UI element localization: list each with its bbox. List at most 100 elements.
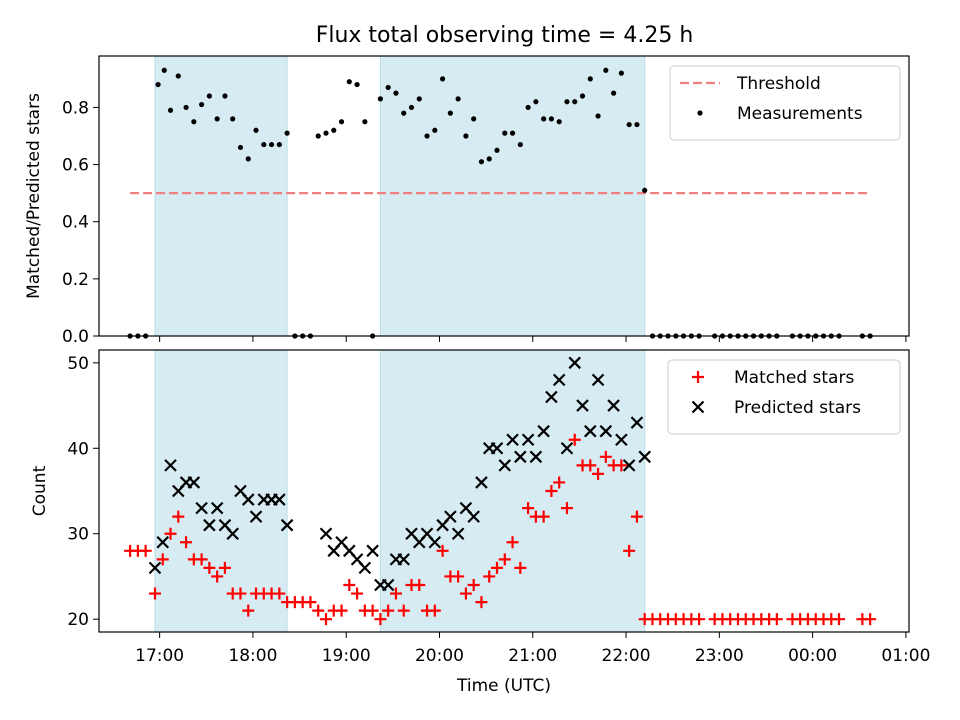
predicted-stars-point — [358, 561, 372, 575]
y-tick-label: 0.0 — [62, 327, 89, 347]
measurement-point — [199, 101, 205, 108]
measurement-point — [268, 141, 275, 148]
predicted-stars-point — [475, 476, 488, 489]
predicted-stars-point — [568, 356, 582, 370]
measurement-point — [634, 121, 640, 128]
predicted-stars-point — [537, 424, 550, 438]
matched-stars-point — [467, 579, 480, 591]
y-tick-label: 0.4 — [62, 213, 89, 233]
matched-stars-point — [413, 579, 426, 591]
matched-stars-point — [560, 502, 573, 515]
predicted-stars-point — [514, 450, 527, 464]
legend-measurements-swatch — [697, 110, 703, 116]
matched-stars-point — [389, 587, 402, 600]
predicted-stars-point — [622, 459, 636, 472]
matched-stars-point — [833, 613, 846, 626]
measurement-point — [354, 81, 360, 88]
x-tick-label: 21:00 — [508, 646, 557, 666]
measurement-point — [424, 133, 430, 139]
predicted-stars-point — [195, 501, 208, 515]
measurement-point — [447, 110, 453, 116]
measurement-point — [377, 96, 384, 102]
measurement-point — [191, 119, 197, 125]
matched-stars-point — [599, 450, 612, 463]
y-axis-label: Count — [30, 465, 50, 516]
matched-stars-point — [537, 510, 550, 523]
predicted-stars-point — [444, 510, 457, 523]
measurement-point — [556, 119, 562, 125]
measurement-point — [463, 133, 469, 139]
matched-stars-point — [514, 561, 527, 574]
measurement-point — [346, 79, 352, 85]
predicted-stars-point — [451, 527, 465, 541]
legend-label: Measurements — [737, 104, 863, 124]
measurement-point — [161, 67, 167, 73]
measurement-point — [572, 99, 578, 105]
matched-stars-point — [522, 502, 535, 515]
matched-stars-point — [452, 570, 465, 583]
matched-stars-point — [211, 570, 224, 583]
predicted-stars-point — [591, 373, 605, 387]
measurement-point — [595, 113, 601, 119]
predicted-stars-point — [226, 527, 239, 541]
matched-stars-point — [156, 553, 169, 566]
measurement-point — [494, 147, 500, 153]
measurement-point — [408, 104, 415, 111]
measurement-point — [517, 141, 523, 148]
axes-frame — [98, 55, 910, 337]
predicted-stars-point — [397, 553, 410, 566]
measurement-point — [416, 96, 422, 102]
measurement-point — [261, 141, 267, 148]
predicted-stars-point — [607, 399, 620, 412]
predicted-stars-point — [164, 459, 177, 472]
predicted-stars-point — [203, 518, 216, 532]
matched-stars-point — [319, 613, 332, 626]
measurement-point — [455, 96, 461, 102]
measurement-point — [541, 116, 547, 122]
matched-stars-point — [623, 544, 636, 557]
matched-stars-point — [273, 587, 286, 600]
measurement-point — [525, 104, 531, 111]
matched-stars-point — [545, 485, 558, 497]
predicted-stars-point — [273, 493, 286, 506]
measurement-point — [237, 144, 244, 151]
measurement-point — [618, 70, 624, 76]
matched-stars-point — [506, 536, 519, 549]
x-tick-label: 18:00 — [228, 646, 277, 666]
measurement-point — [245, 156, 251, 162]
predicted-stars-point — [319, 527, 333, 541]
predicted-stars-point — [498, 459, 512, 472]
measurement-point — [167, 107, 174, 113]
matched-stars-point — [164, 527, 177, 540]
bottom-panel: 20 30 40 50 17:00 18:00 19:00 20:00 21:00 22:00 23… — [30, 349, 930, 696]
matched-stars-point — [428, 604, 441, 617]
y-tick-label: 0.2 — [62, 270, 89, 290]
matched-stars-point — [218, 561, 231, 574]
legend-label: Predicted stars — [734, 398, 861, 418]
matched-stars-point — [770, 613, 783, 626]
measurement-point — [611, 90, 617, 96]
measurement-point — [155, 81, 161, 88]
measurement-point — [276, 141, 282, 148]
x-tick-label: 22:00 — [602, 646, 651, 666]
predicted-stars-point — [156, 535, 170, 549]
x-tick-label: 20:00 — [415, 646, 464, 666]
matched-stars-point — [366, 604, 379, 617]
matched-stars-point — [568, 433, 581, 446]
measurement-point — [439, 76, 446, 82]
matched-stars-point — [374, 613, 387, 626]
predicted-stars-point — [638, 450, 651, 464]
predicted-stars-point — [506, 433, 519, 447]
predicted-stars-point — [187, 476, 201, 489]
measurement-point — [642, 187, 648, 193]
predicted-stars-point — [576, 399, 589, 412]
predicted-stars-point — [560, 441, 574, 455]
legend-label: Matched stars — [734, 368, 854, 388]
measurement-point — [284, 130, 290, 136]
predicted-stars-point — [552, 373, 566, 387]
matched-stars-point — [195, 553, 208, 566]
measurement-point — [214, 116, 220, 122]
matched-stars-point — [343, 579, 356, 591]
matched-stars-point — [172, 510, 185, 523]
